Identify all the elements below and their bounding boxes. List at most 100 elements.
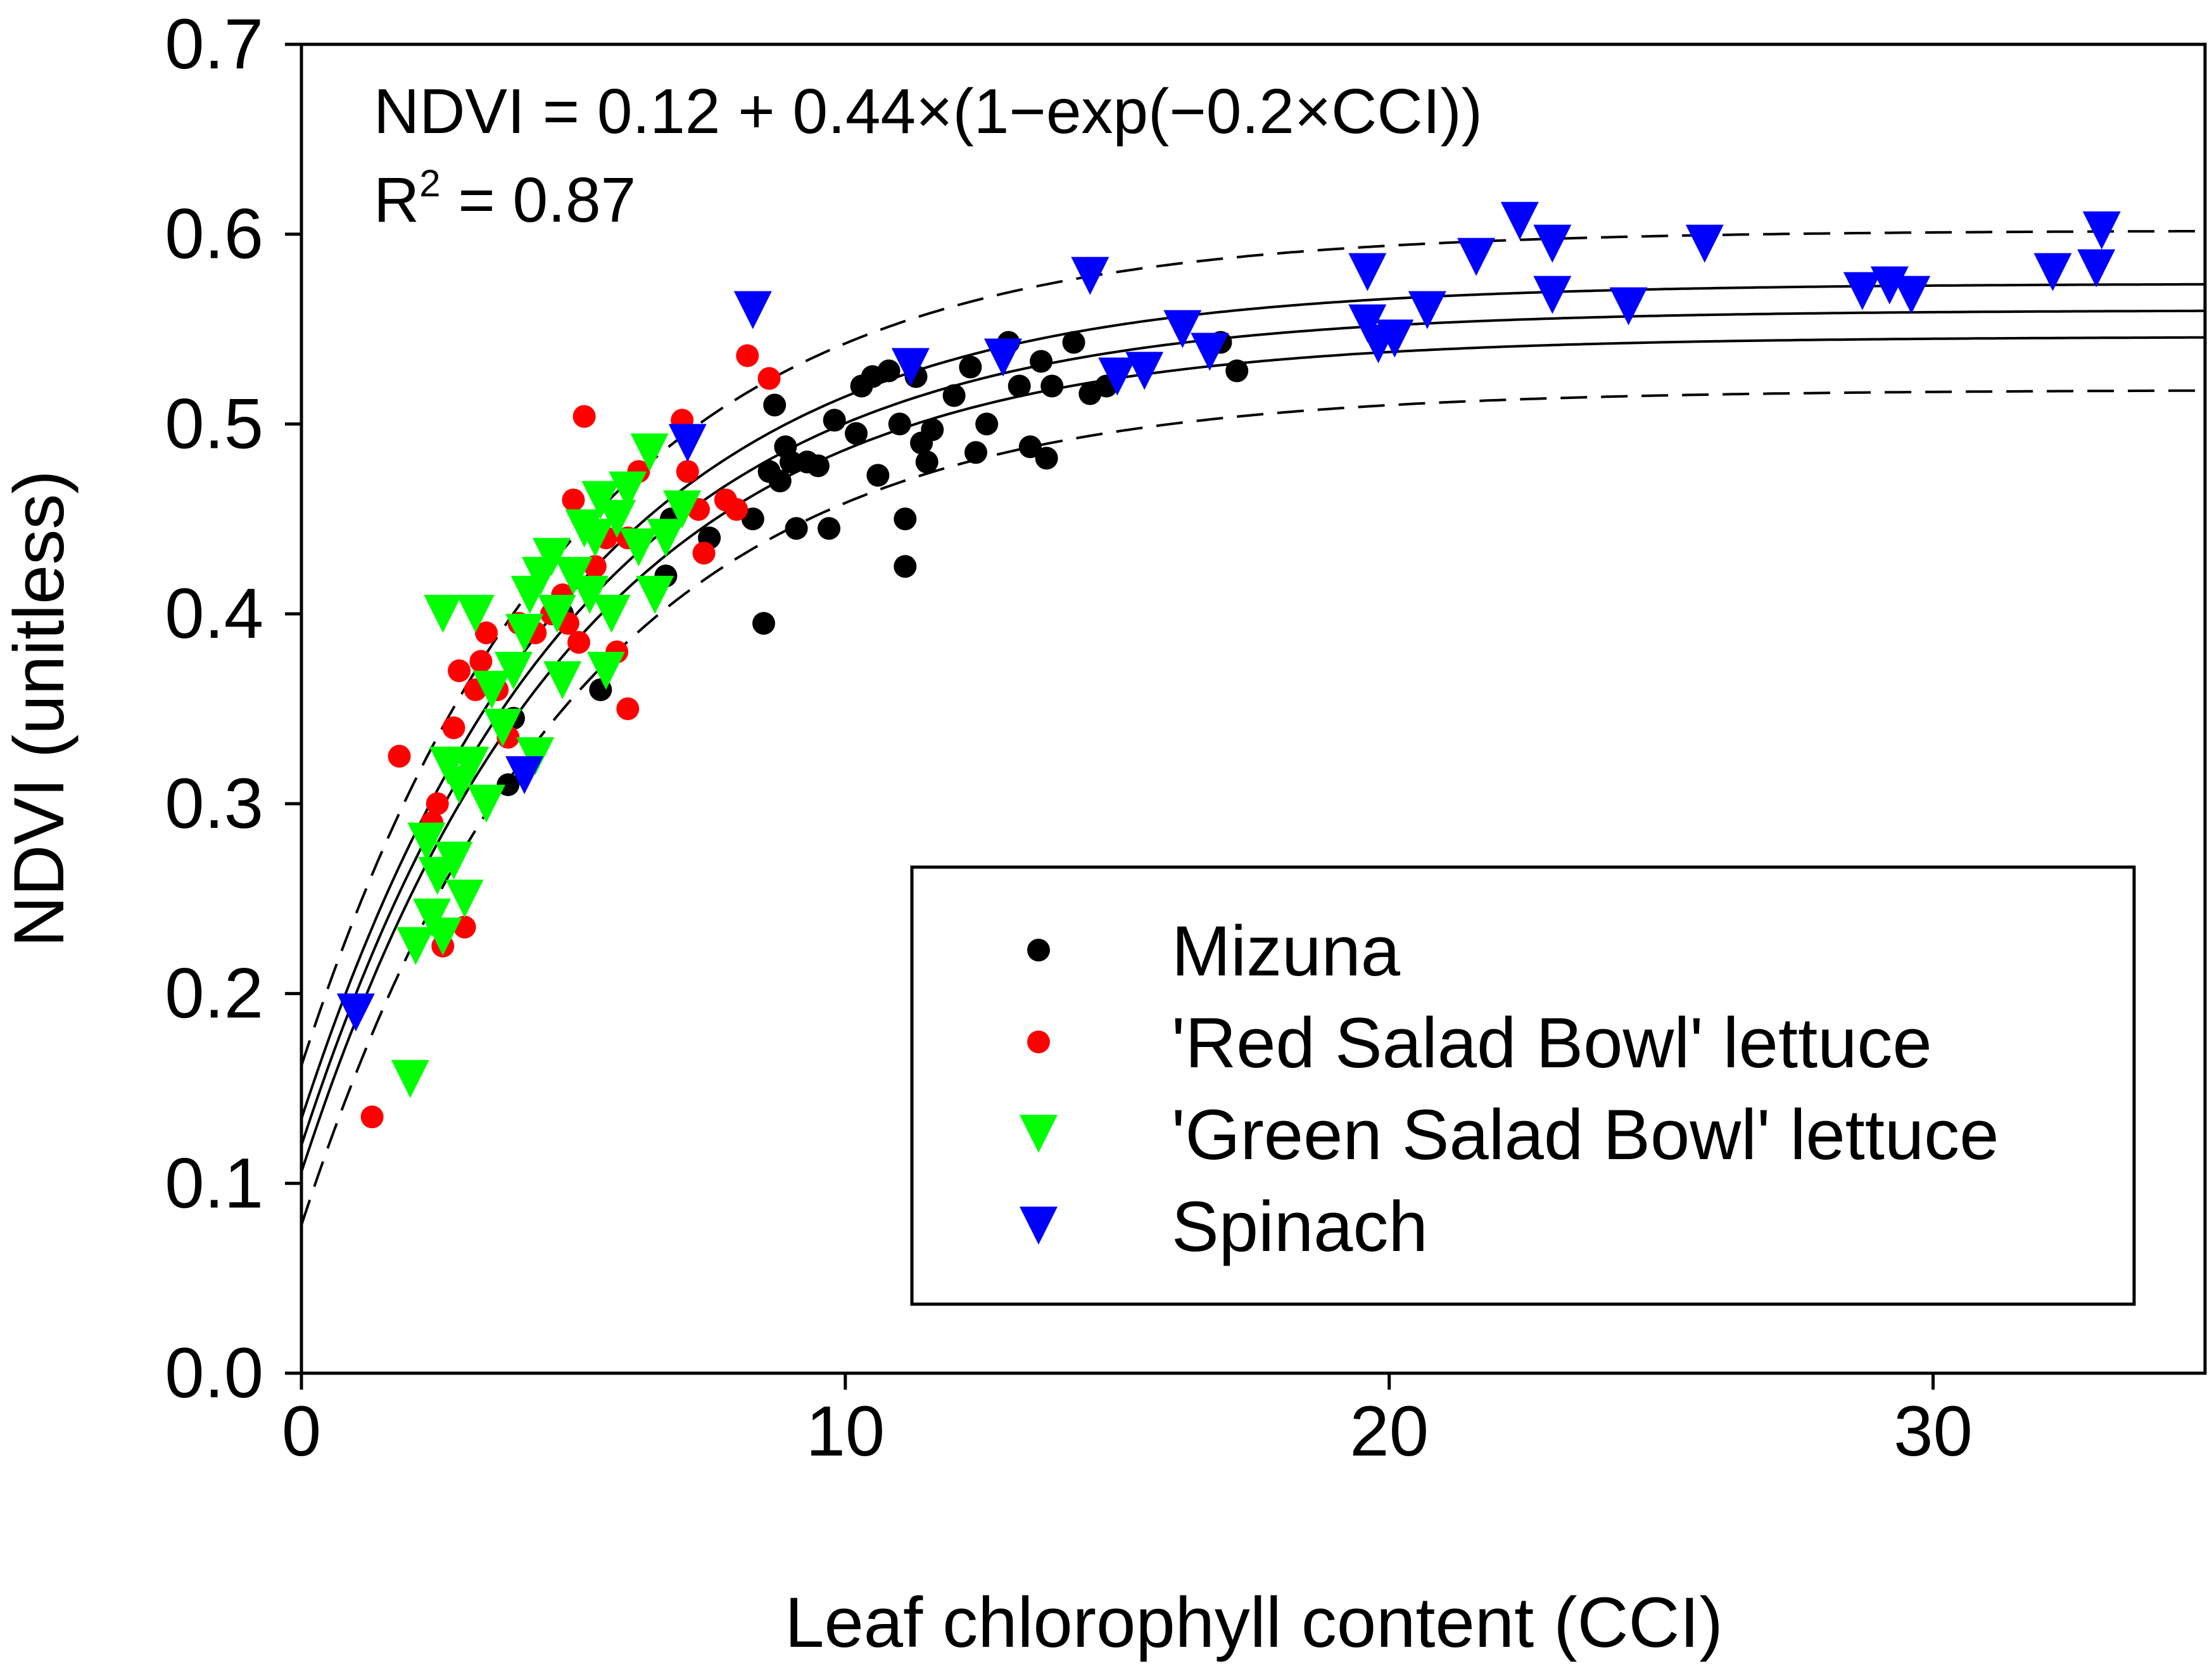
r-squared: R2 = 0.87 [374, 162, 636, 236]
spinach-point [1609, 287, 1648, 326]
green-salad-bowl-lettuce-point [533, 538, 571, 576]
spinach-point [2082, 211, 2121, 250]
spinach-point [2077, 249, 2116, 288]
green-salad-bowl-lettuce-point [598, 500, 636, 538]
green-salad-bowl-lettuce-point [494, 652, 533, 690]
green-salad-bowl-lettuce-point [571, 576, 609, 614]
red-salad-bowl-lettuce-point [572, 405, 596, 428]
red-salad-bowl-lettuce-point [469, 650, 493, 673]
green-salad-bowl-lettuce-point [472, 671, 511, 709]
mizuna-point [975, 412, 999, 436]
spinach-point [505, 756, 544, 794]
spinach-point [1457, 238, 1496, 276]
y-tick-label: 0.4 [165, 574, 263, 653]
mizuna-point [1035, 447, 1058, 470]
green-salad-bowl-lettuce-point [505, 614, 544, 652]
spinach-point [1163, 310, 1202, 348]
green-salad-bowl-lettuce-point [467, 784, 506, 823]
spinach-point [1892, 276, 1931, 314]
green-salad-bowl-lettuce-point [391, 1060, 429, 1098]
spinach-point [733, 291, 772, 329]
mizuna-point [921, 418, 944, 441]
green-salad-bowl-lettuce-point [592, 595, 631, 633]
y-tick-label: 0.5 [165, 384, 263, 463]
green-salad-bowl-lettuce-point [396, 927, 435, 965]
red-salad-bowl-lettuce-point [475, 621, 498, 645]
legend-marker-mizuna [1027, 939, 1050, 961]
green-salad-bowl-lettuce-point [456, 595, 495, 633]
green-salad-bowl-lettuce-point [538, 595, 576, 633]
mizuna-point [768, 469, 792, 493]
y-axis-title: NDVI (unitless) [0, 470, 79, 947]
mizuna-point [894, 507, 917, 531]
legend-label-red-salad-bowl-lettuce: 'Red Salad Bowl' lettuce [1172, 1003, 1932, 1082]
spinach-point [1375, 319, 1414, 358]
legend-marker-green-salad-bowl-lettuce [1020, 1115, 1058, 1153]
y-tick-label: 0.2 [165, 954, 263, 1033]
spinach-point [1098, 357, 1137, 396]
data-points [336, 201, 2121, 1129]
red-salad-bowl-lettuce-point [442, 716, 465, 739]
red-salad-bowl-lettuce-point [448, 659, 471, 683]
red-salad-bowl-lettuce-point [360, 1105, 384, 1129]
y-tick-label: 0.7 [165, 4, 263, 84]
legend-box [910, 865, 2136, 1306]
fit-line [300, 309, 2205, 1146]
y-tick-label: 0.0 [165, 1333, 263, 1412]
mizuna-point [1062, 331, 1085, 354]
r-squared-exponent: 2 [419, 162, 440, 205]
red-salad-bowl-lettuce-point [567, 631, 591, 654]
spinach-point [2033, 253, 2072, 291]
mizuna-point [763, 393, 787, 417]
red-salad-bowl-lettuce-point [388, 744, 411, 768]
green-salad-bowl-lettuce-point [636, 576, 674, 614]
mizuna-point [1008, 374, 1031, 398]
red-salad-bowl-lettuce-point [725, 498, 749, 521]
mizuna-point [785, 517, 808, 540]
spinach-point [1125, 352, 1164, 390]
mizuna-point [774, 435, 797, 459]
y-tick-label: 0.6 [165, 194, 263, 274]
spinach-point [1533, 224, 1572, 263]
green-salad-bowl-lettuce-point [586, 652, 625, 690]
green-salad-bowl-lettuce-point [424, 595, 462, 633]
mizuna-point [942, 384, 966, 407]
legend-label-green-salad-bowl-lettuce: 'Green Salad Bowl' lettuce [1172, 1095, 1999, 1174]
plot-frame [300, 42, 2207, 1375]
mizuna-point [1225, 359, 1249, 383]
x-tick-label: 0 [282, 1392, 321, 1471]
spinach-point [891, 348, 930, 386]
red-salad-bowl-lettuce-point [736, 344, 759, 367]
spinach-point [1843, 272, 1881, 310]
spinach-point [1348, 253, 1387, 291]
green-salad-bowl-lettuce-point [663, 490, 702, 529]
legend-label-mizuna: Mizuna [1172, 911, 1401, 991]
green-salad-bowl-lettuce-point [647, 519, 685, 557]
x-tick-label: 10 [806, 1392, 885, 1471]
green-salad-bowl-lettuce-point [619, 528, 658, 567]
legend: Mizuna 'Red Salad Bowl' lettuce 'Green Sal… [910, 865, 2136, 1306]
green-salad-bowl-lettuce-point [424, 917, 462, 956]
green-salad-bowl-lettuce-point [418, 856, 457, 895]
mizuna-point [866, 464, 890, 487]
spinach-point [1191, 333, 1229, 371]
spinach-point [1408, 291, 1446, 329]
x-tick-label: 20 [1349, 1392, 1429, 1471]
green-salad-bowl-lettuce-point [407, 822, 446, 861]
red-salad-bowl-lettuce-point [426, 792, 449, 815]
mizuna-point [888, 412, 911, 436]
x-tick-label: 30 [1893, 1392, 1973, 1471]
legend-marker-spinach [1020, 1207, 1058, 1245]
y-tick-label: 0.3 [165, 764, 263, 843]
mizuna-point [915, 450, 939, 474]
green-salad-bowl-lettuce-point [576, 519, 614, 557]
spinach-point [983, 338, 1022, 377]
mizuna-point [1018, 435, 1042, 459]
x-axis-title: Leaf chlorophyll content (CCI) [785, 1583, 1723, 1662]
axis-ticks: 0 10 20 30 0.0 0.1 0.2 0.3 0.4 0.5 0.6 0.7 [165, 4, 1973, 1471]
legend-marker-red-salad-bowl-lettuce [1027, 1031, 1050, 1053]
mizuna-point [894, 555, 917, 578]
spinach-point [1071, 257, 1109, 295]
y-tick-label: 0.1 [165, 1143, 263, 1222]
